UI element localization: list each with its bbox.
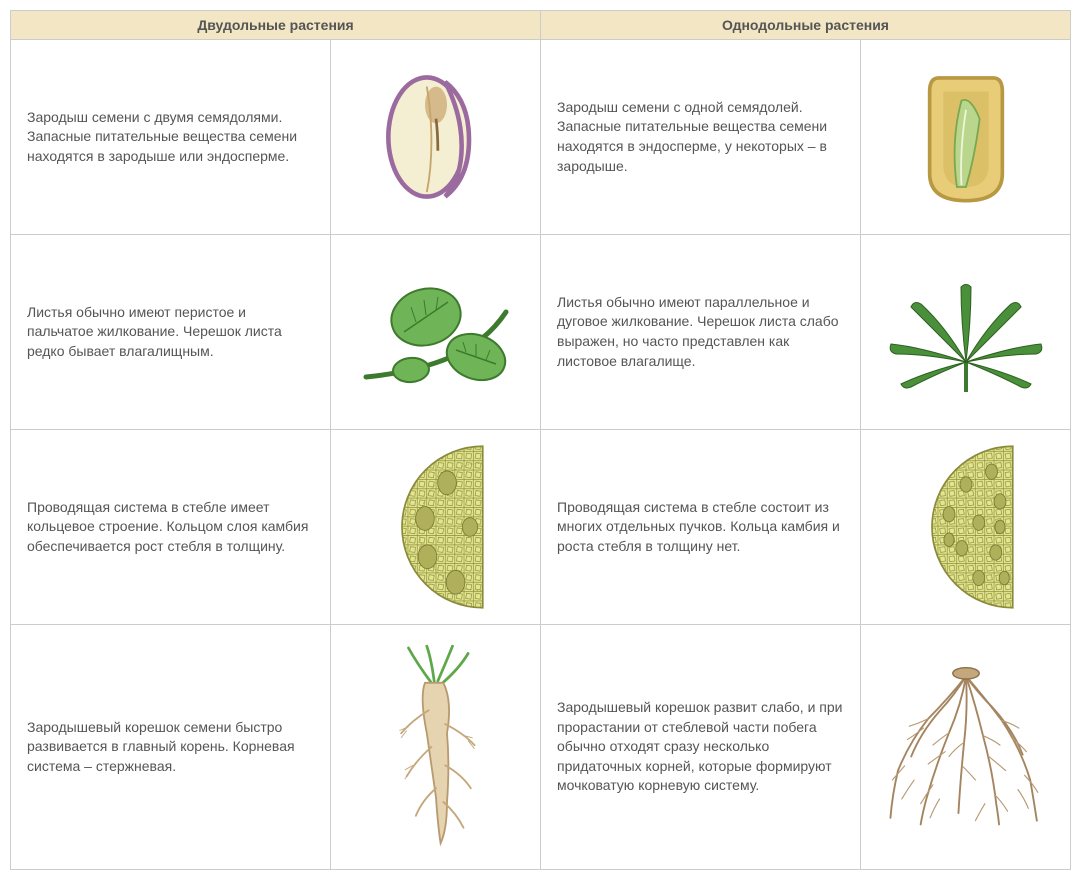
cell-image	[331, 430, 541, 625]
cell-image	[861, 430, 1071, 625]
cell-image	[861, 625, 1071, 870]
cell-image	[331, 625, 541, 870]
table-row: Листья обычно имеют перистое и пальчатое…	[11, 235, 1071, 430]
cell-text: Зародышевый корешок семени быстро развив…	[11, 625, 331, 870]
cell-text: Проводящая система в стебле состоит из м…	[541, 430, 861, 625]
cell-image	[331, 235, 541, 430]
cell-image	[861, 235, 1071, 430]
fibrous-root-icon	[881, 662, 1051, 832]
taproot-icon	[381, 642, 491, 852]
dicot-stem-icon	[381, 442, 491, 612]
cell-image	[331, 40, 541, 235]
monocot-seed-icon	[916, 62, 1016, 212]
cell-text: Зародыш семени с одной семядолей. Запасн…	[541, 40, 861, 235]
comparison-table: Двудольные растения Однодольные растения…	[10, 10, 1071, 870]
header-right: Однодольные растения	[541, 11, 1071, 40]
monocot-stem-icon	[911, 442, 1021, 612]
monocot-leaf-icon	[886, 262, 1046, 402]
cell-text: Листья обычно имеют параллельное и дугов…	[541, 235, 861, 430]
cell-image	[861, 40, 1071, 235]
table-row: Проводящая система в стебле имеет кольце…	[11, 430, 1071, 625]
header-left: Двудольные растения	[11, 11, 541, 40]
table-row: Зародышевый корешок семени быстро развив…	[11, 625, 1071, 870]
cell-text: Листья обычно имеют перистое и пальчатое…	[11, 235, 331, 430]
cell-text: Зародыш семени с двумя семядолями. Запас…	[11, 40, 331, 235]
table-row: Зародыш семени с двумя семядолями. Запас…	[11, 40, 1071, 235]
cell-text: Проводящая система в стебле имеет кольце…	[11, 430, 331, 625]
dicot-leaf-icon	[356, 262, 516, 402]
cell-text: Зародышевый корешок развит слабо, и при …	[541, 625, 861, 870]
dicot-seed-icon	[381, 62, 491, 212]
